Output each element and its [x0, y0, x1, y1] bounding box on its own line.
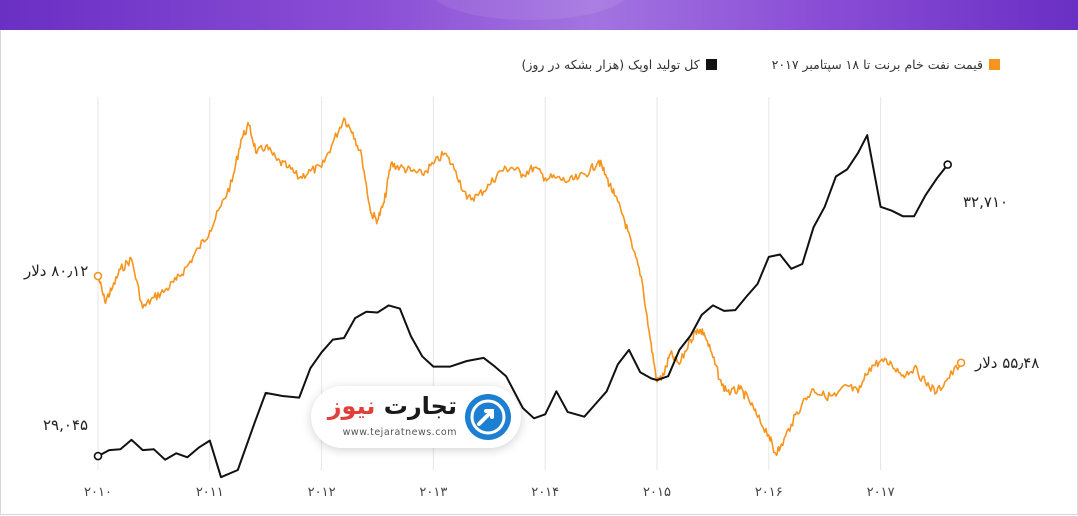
brent-price-line: [97, 117, 962, 457]
legend-swatch-opec: [705, 59, 717, 70]
opec-end-label: ۳۲,۷۱۰: [963, 193, 1009, 211]
logo-name-part1: تجارت: [383, 392, 457, 420]
x-tick-label: ۲۰۱۰: [84, 485, 112, 500]
logo-emblem-icon: [465, 394, 511, 440]
legend-label-brent: قیمت نفت خام برنت تا ۱۸ سپتامبر ۲۰۱۷: [771, 57, 983, 72]
header-banner: [0, 0, 1078, 30]
x-tick-label: ۲۰۱۱: [196, 485, 224, 500]
logo-url: www.tejaratnews.com: [342, 427, 457, 438]
x-tick-label: ۲۰۱۴: [531, 485, 559, 500]
x-tick-label: ۲۰۱۲: [308, 485, 336, 500]
brent-start-label: ۸۰٫۱۲ دلار: [24, 262, 89, 280]
brent-end-label: ۵۵٫۴۸ دلار: [975, 354, 1040, 372]
brand-logo: تجارت نیوز www.tejaratnews.com: [311, 386, 521, 448]
logo-name: تجارت نیوز: [328, 392, 457, 420]
legend-item-opec: کل تولید اوپک (هزار بشکه در روز): [521, 57, 717, 72]
opec-start-label: ۲۹,۰۴۵: [43, 416, 89, 434]
x-tick-label: ۲۰۱۳: [419, 485, 447, 500]
chart-legend: قیمت نفت خام برنت تا ۱۸ سپتامبر ۲۰۱۷ کل …: [521, 57, 1000, 72]
legend-item-brent: قیمت نفت خام برنت تا ۱۸ سپتامبر ۲۰۱۷: [772, 57, 1000, 72]
opec-production-line: [97, 134, 949, 479]
x-tick-label: ۲۰۱۶: [755, 485, 783, 500]
x-tick-label: ۲۰۱۵: [643, 485, 671, 500]
opec-end-marker: [943, 160, 952, 169]
legend-label-opec: کل تولید اوپک (هزار بشکه در روز): [521, 57, 700, 72]
legend-swatch-brent: [989, 59, 1000, 70]
opec-start-marker: [93, 451, 103, 461]
brent-end-marker: [956, 358, 966, 368]
logo-name-part2: نیوز: [327, 392, 376, 420]
brent-start-marker: [93, 271, 103, 281]
x-tick-label: ۲۰۱۷: [867, 485, 895, 500]
